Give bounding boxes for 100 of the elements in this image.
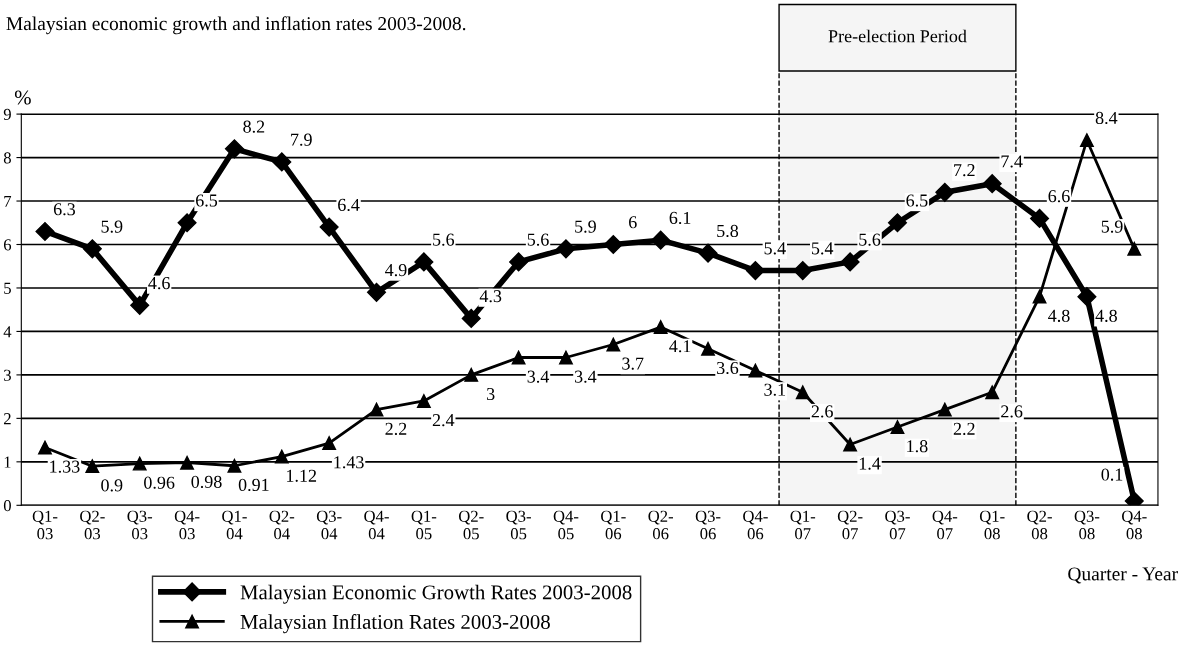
x-tick-label: Q4-06: [743, 510, 768, 540]
data-label: 0.98: [191, 475, 222, 488]
point: [464, 367, 479, 382]
data-label: 6.5: [196, 194, 218, 207]
x-tick-label: Q1-05: [411, 510, 437, 540]
point: [38, 440, 52, 455]
point: [177, 213, 197, 233]
point: [701, 341, 715, 356]
x-tick-label: Q3-04: [316, 510, 342, 540]
data-label: 4.8: [1048, 309, 1070, 322]
data-label: 1.4: [859, 457, 881, 470]
y-tick-label: 4: [3, 326, 12, 338]
data-label: 1.33: [50, 460, 80, 473]
point: [890, 420, 905, 435]
y-tick-label: 7: [4, 195, 12, 207]
data-label: 2.2: [953, 422, 975, 435]
data-label: 0.91: [238, 478, 269, 492]
data-label: 1.8: [907, 440, 928, 453]
y-tick-label: 3: [4, 369, 11, 381]
data-label: 5.8: [717, 224, 739, 238]
point: [985, 385, 1000, 400]
y-tick-label: 0: [3, 500, 11, 512]
x-tick-label: Q3-07: [885, 510, 910, 540]
x-tick-label: Q2-06: [648, 510, 674, 540]
y-tick-label: 1: [4, 456, 11, 468]
x-tick-label: Q2-04: [269, 510, 295, 540]
data-label: 1.43: [334, 456, 364, 469]
point: [653, 320, 668, 335]
point: [745, 261, 765, 281]
x-tick-label: Q4-08: [1122, 510, 1147, 540]
x-tick-label: Q1-03: [32, 510, 58, 540]
data-label: 7.4: [1001, 155, 1023, 168]
point: [322, 436, 337, 451]
point: [1127, 241, 1142, 256]
point: [843, 437, 858, 452]
point: [748, 363, 763, 378]
point: [1079, 133, 1094, 148]
y-axis-title: %: [14, 90, 31, 105]
legend-label: Malaysian Inflation Rates 2003-2008: [240, 614, 550, 634]
point: [937, 402, 952, 417]
x-tick-label: Q1-08: [979, 510, 1005, 540]
point: [606, 337, 621, 352]
point: [887, 213, 908, 233]
data-label: 5.9: [575, 220, 596, 233]
data-label: 6.6: [1048, 190, 1070, 203]
data-label: 5.9: [101, 220, 123, 233]
point: [416, 394, 431, 408]
point: [130, 295, 150, 315]
data-label: 0.96: [144, 476, 175, 489]
data-label: 3.4: [574, 370, 597, 383]
y-tick-label: 2: [3, 413, 11, 425]
legend-label: Malaysian Economic Growth Rates 2003-2008: [240, 584, 632, 604]
data-label: 6.3: [53, 203, 76, 216]
point: [224, 139, 244, 159]
point: [319, 217, 339, 237]
x-tick-label: Q3-06: [695, 510, 721, 540]
data-label: 5.6: [433, 233, 455, 246]
x-tick-label: Q2-03: [80, 510, 105, 540]
band-label: Pre-election Period: [828, 29, 967, 43]
point: [227, 458, 242, 473]
point: [132, 456, 147, 471]
data-label: 5.9: [1101, 220, 1123, 233]
data-label: 4.8: [1095, 309, 1117, 322]
x-tick-label: Q4-04: [364, 510, 389, 540]
data-label: 6.5: [906, 194, 928, 207]
data-label: 4.1: [669, 340, 691, 353]
point: [795, 385, 810, 400]
x-tick-label: Q1-07: [790, 510, 816, 540]
data-label: 3: [487, 387, 495, 401]
data-label: 3.6: [717, 361, 739, 375]
point: [698, 243, 718, 263]
data-label: 6.4: [338, 198, 360, 212]
x-tick-label: Q2-08: [1027, 510, 1052, 540]
point: [272, 152, 292, 172]
data-label: 4.9: [385, 264, 407, 277]
point: [274, 449, 289, 464]
x-tick-label: Q4-05: [553, 510, 579, 540]
point: [556, 239, 576, 259]
data-label: 5.6: [527, 233, 549, 246]
data-label: 2.6: [1001, 405, 1023, 418]
point: [603, 234, 623, 255]
x-tick-label: Q1-06: [601, 510, 626, 540]
data-label: 0.1: [1101, 468, 1123, 481]
chart-title: Malaysian economic growth and inflation rates 2003-2008.: [6, 16, 466, 35]
x-tick-label: Q3-03: [127, 510, 153, 540]
data-label: 3.4: [527, 370, 550, 383]
y-tick-label: 6: [3, 239, 12, 251]
point: [793, 261, 813, 281]
data-label: 1.12: [287, 469, 317, 482]
x-tick-label: Q2-07: [837, 510, 863, 540]
data-label: 6.1: [669, 211, 691, 225]
x-tick-label: Q1-04: [222, 510, 247, 540]
point: [511, 350, 526, 365]
data-label: 8.4: [1095, 111, 1118, 125]
point: [35, 221, 55, 241]
data-label: 3.7: [622, 357, 644, 370]
point: [1030, 208, 1050, 228]
point: [461, 308, 481, 328]
point: [982, 174, 1002, 194]
data-label: 7.9: [291, 133, 312, 146]
